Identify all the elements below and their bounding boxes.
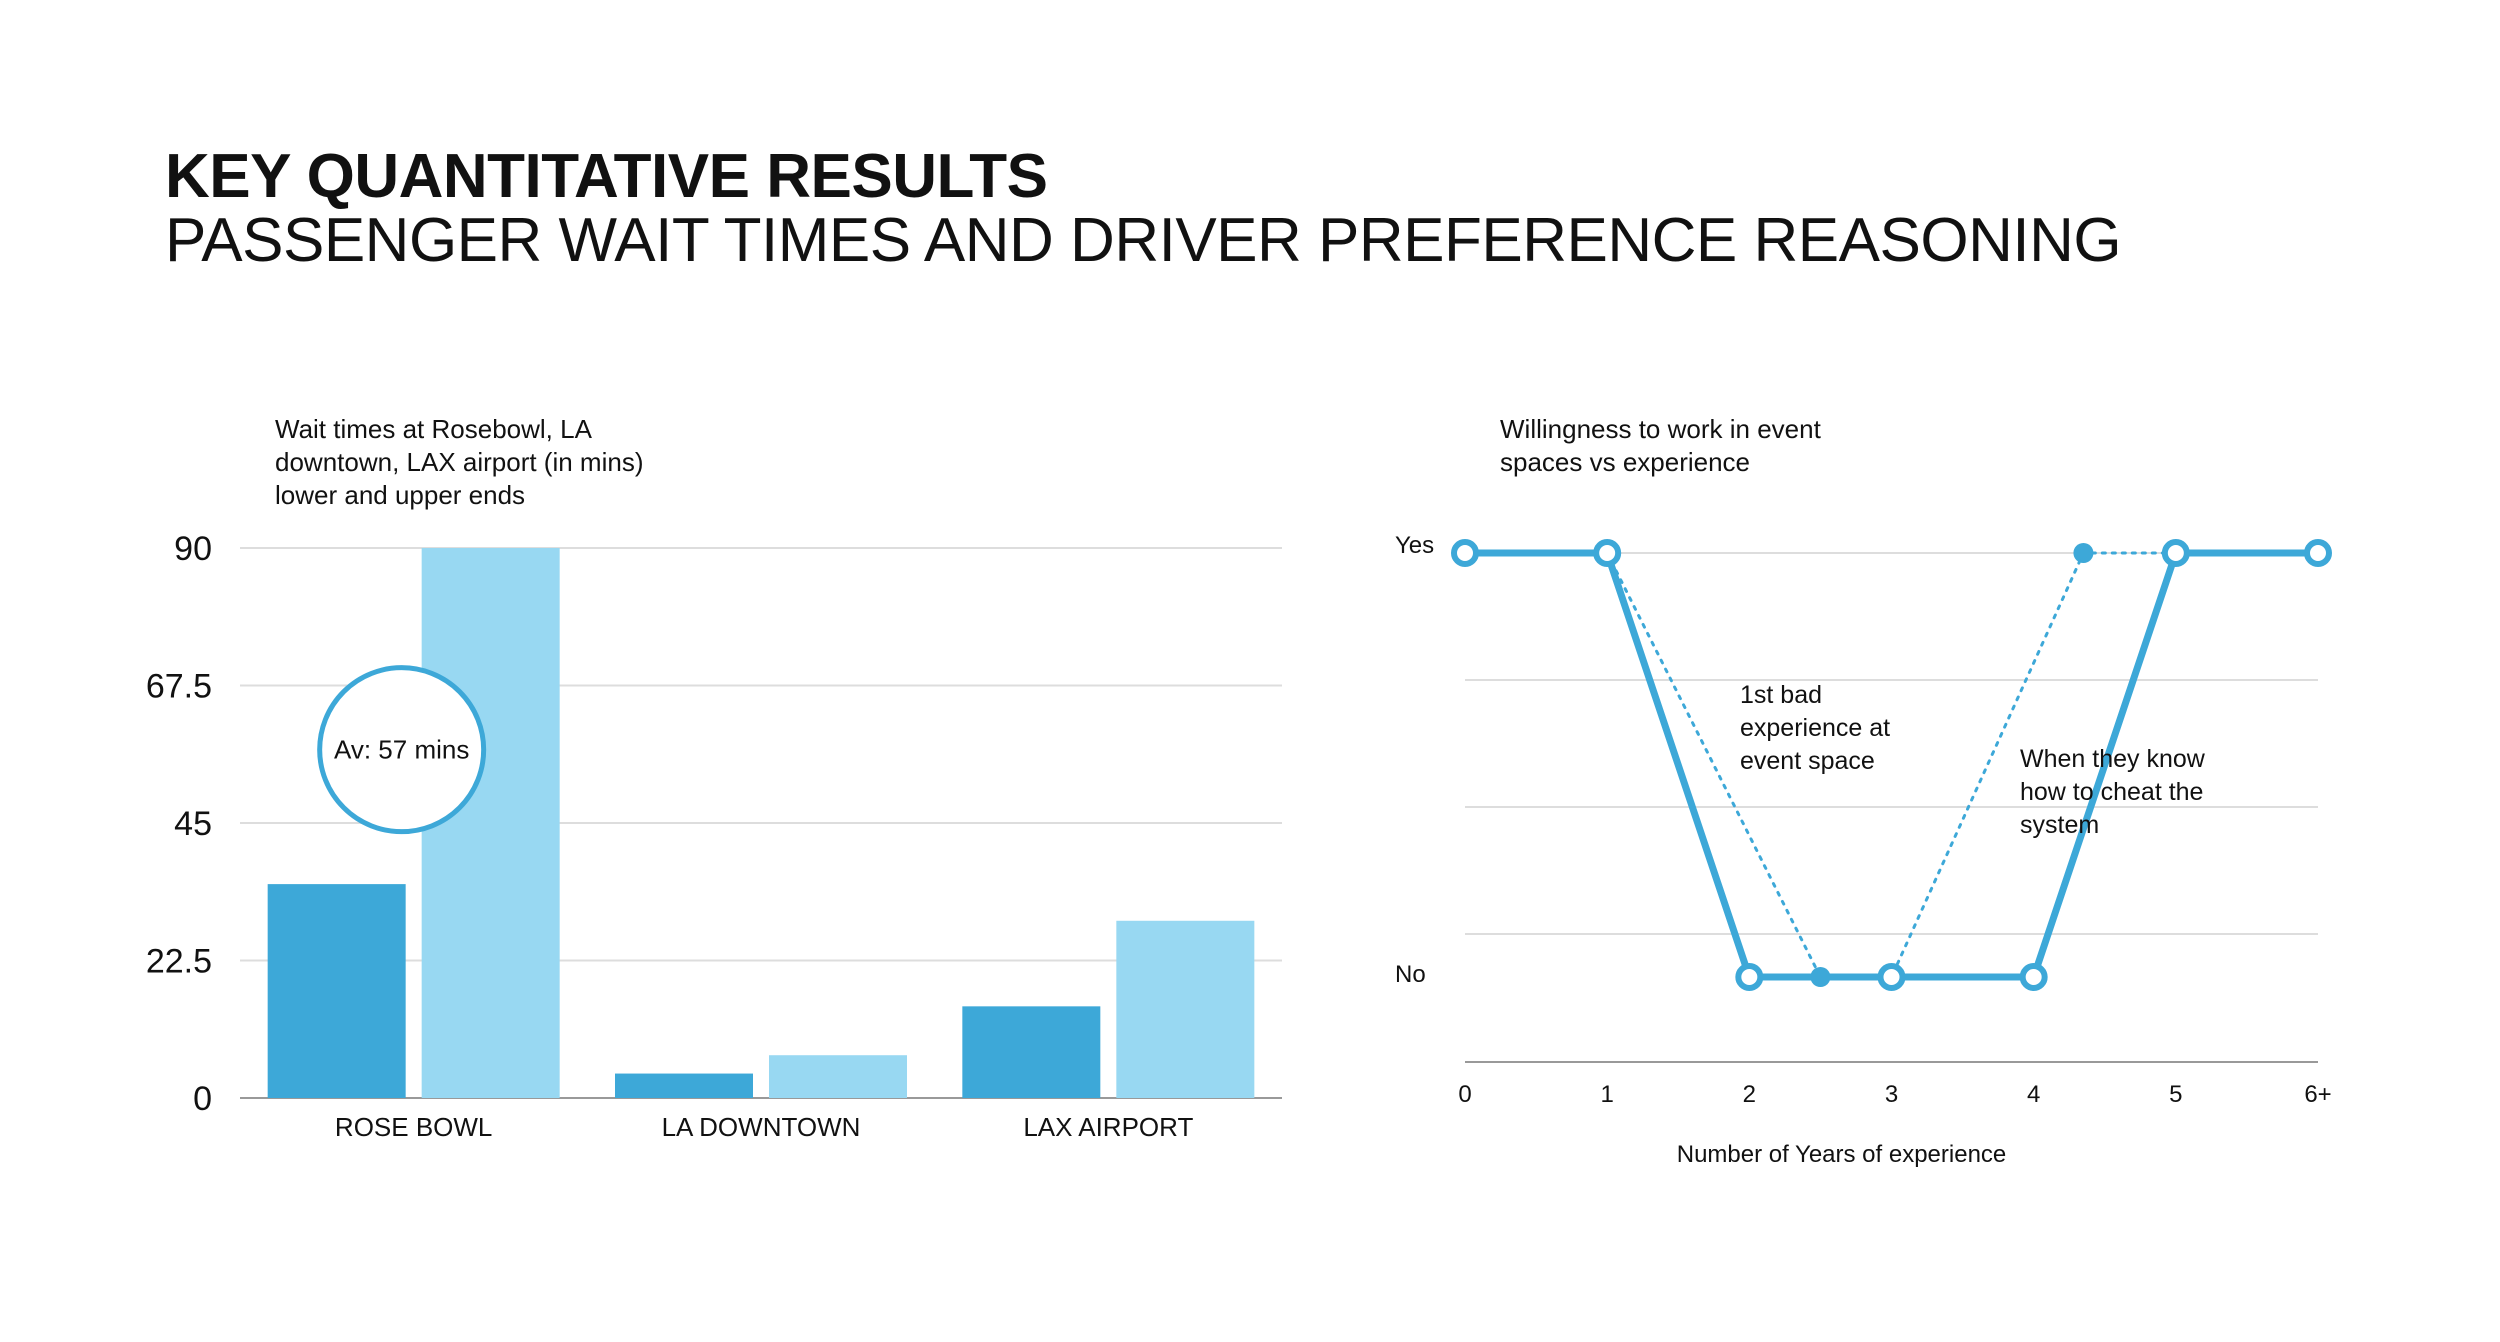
x-tick-label: 4 [2027, 1081, 2040, 1108]
dotted-series-point [2073, 543, 2094, 563]
line-chart-title-line: Willingness to work in event [1500, 414, 1821, 444]
annotation-bad-experience: event space [1740, 747, 1875, 775]
page-subtitle: PASSENGER WAIT TIMES AND DRIVER PREFEREN… [165, 206, 2122, 275]
bar-chart-title-line: lower and upper ends [275, 480, 526, 510]
solid-series-point [2019, 963, 2048, 991]
solid-series-point [2304, 539, 2332, 567]
x-tick-label: LAX AIRPORT [1023, 1112, 1193, 1142]
x-tick-label: 1 [1600, 1081, 1613, 1108]
solid-series-point [1593, 539, 1622, 567]
bar-chart-title-line: Wait times at Rosebowl, LA [275, 414, 592, 444]
x-tick-label: 2 [1743, 1081, 1756, 1108]
x-axis-title: Number of Years of experience [1677, 1141, 2007, 1168]
average-callout-label: Av: 57 mins [334, 735, 469, 765]
y-tick-label: 67.5 [146, 668, 212, 706]
solid-series-point [2161, 539, 2190, 567]
average-callout-circle [317, 665, 487, 835]
bar [267, 884, 406, 1098]
line-chart: Yes No 0 1 2 3 4 5 6+ Number of Years of experien… [1395, 532, 2332, 1168]
y-tick-label: 90 [174, 530, 212, 568]
y-tick-label: 0 [193, 1080, 212, 1118]
line-chart-title-line: spaces vs experience [1500, 447, 1751, 477]
bar [421, 548, 560, 1098]
solid-series-point [1451, 539, 1479, 567]
x-tick-label: ROSE BOWL [335, 1112, 492, 1142]
annotation-cheat-system: system [2020, 811, 2099, 839]
y-tick-label: Yes [1395, 532, 1434, 559]
bar-chart-title: Wait times at Rosebowl, LA downtown, LAX… [275, 413, 735, 512]
x-tick-label: 0 [1458, 1081, 1471, 1108]
annotation-cheat-system: how to cheat the [2020, 778, 2203, 806]
solid-series-point [1735, 963, 1764, 991]
bar [769, 1055, 907, 1098]
bar [962, 1006, 1101, 1098]
title-block: KEY QUANTITATIVE RESULTS PASSENGER WAIT … [165, 142, 2122, 275]
y-tick-label: 22.5 [146, 943, 212, 981]
bar [615, 1073, 753, 1098]
dotted-series-line [1605, 551, 2178, 979]
x-tick-label: 6+ [2304, 1081, 2331, 1108]
solid-series-point [1877, 963, 1906, 991]
bar-chart-title-line: downtown, LAX airport (in mins) [275, 447, 644, 477]
x-tick-label: LA DOWNTOWN [662, 1112, 861, 1142]
bar [1116, 920, 1255, 1098]
line-chart-title: Willingness to work in event spaces vs e… [1500, 413, 1900, 479]
y-tick-label: No [1395, 961, 1426, 988]
x-tick-label: 5 [2169, 1081, 2182, 1108]
page-title: KEY QUANTITATIVE RESULTS [165, 142, 1048, 211]
bar-chart: 0 22.5 45 67.5 90 ROSE BOWL LA DOWNTOWN LAX AIR… [146, 530, 1282, 1142]
y-tick-label: 45 [174, 805, 212, 843]
annotation-bad-experience: 1st bad [1740, 681, 1822, 709]
x-tick-label: 3 [1885, 1081, 1898, 1108]
annotation-cheat-system: When they know [2020, 745, 2206, 773]
annotation-bad-experience: experience at [1740, 714, 1890, 742]
